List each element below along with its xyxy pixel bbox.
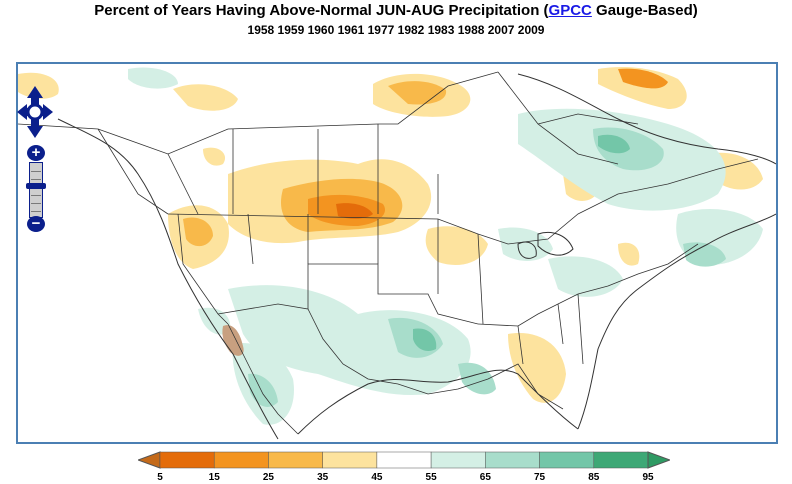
- dry-extreme-patch: [222, 325, 244, 356]
- title-prefix: Percent of Years Having Above-Normal JUN…: [94, 2, 549, 19]
- color-legend-bar: [136, 451, 672, 469]
- coastlines: [57, 73, 776, 440]
- legend-swatch: [322, 451, 378, 469]
- legend-tick-label: 95: [642, 472, 654, 483]
- legend-swatch: [159, 451, 215, 469]
- legend-tick-label: 85: [588, 472, 600, 483]
- legend-swatch: [593, 451, 649, 469]
- legend-tick-label: 25: [262, 472, 274, 483]
- legend-above-arrow: [647, 451, 672, 469]
- map-panel[interactable]: [16, 62, 778, 444]
- years-subtitle: 1958 1959 1960 1961 1977 1982 1983 1988 …: [247, 23, 545, 37]
- color-legend: 5 15 25 35 45 55 65 75 85 95: [136, 450, 672, 484]
- zoom-out-button[interactable]: −: [27, 216, 45, 232]
- legend-swatch: [430, 451, 486, 469]
- legend-swatch: [539, 451, 595, 469]
- legend-swatch: [213, 451, 269, 469]
- legend-swatch: [485, 451, 540, 469]
- above-normal-shading: [128, 67, 763, 425]
- legend-tick-label: 45: [371, 472, 383, 483]
- legend-tick-label: 35: [317, 472, 329, 483]
- legend-swatch: [376, 451, 432, 469]
- zoom-slider-handle[interactable]: [26, 183, 46, 189]
- zoom-in-button[interactable]: +: [27, 145, 45, 161]
- title-suffix: Gauge-Based): [591, 2, 698, 19]
- legend-swatch: [268, 451, 323, 469]
- legend-tick-label: 75: [533, 472, 546, 483]
- legend-tick-label: 5: [157, 472, 163, 483]
- gpcc-link[interactable]: GPCC: [548, 2, 592, 19]
- legend-tick-label: 65: [479, 472, 491, 483]
- pan-arrows-icon[interactable]: [17, 86, 53, 138]
- legend-tick-label: 55: [425, 472, 437, 483]
- legend-tick-label: 15: [208, 472, 220, 483]
- precipitation-map: [18, 67, 776, 440]
- legend-below-arrow: [136, 451, 161, 469]
- map-title: Percent of Years Having Above-Normal JUN…: [0, 2, 792, 19]
- political-boundaries: [18, 71, 759, 435]
- zoom-slider-track[interactable]: [29, 162, 43, 218]
